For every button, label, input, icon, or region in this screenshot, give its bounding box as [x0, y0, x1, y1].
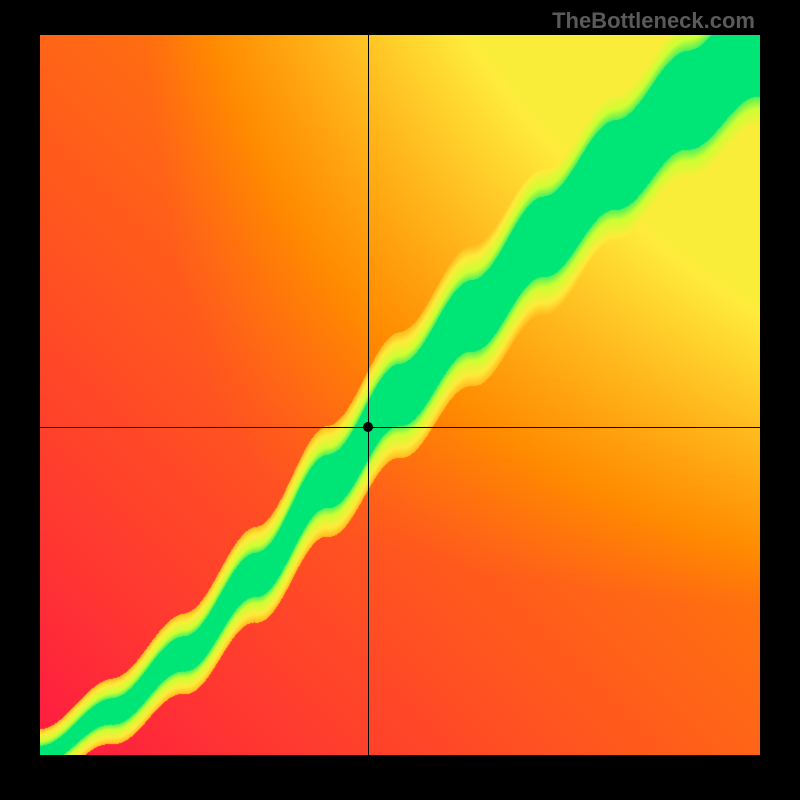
crosshair-point — [363, 422, 373, 432]
chart-container: TheBottleneck.com — [0, 0, 800, 800]
watermark-text: TheBottleneck.com — [552, 8, 755, 34]
crosshair-horizontal — [40, 427, 760, 428]
plot-area — [40, 35, 760, 755]
crosshair-vertical — [368, 35, 369, 755]
heatmap-canvas — [40, 35, 760, 755]
